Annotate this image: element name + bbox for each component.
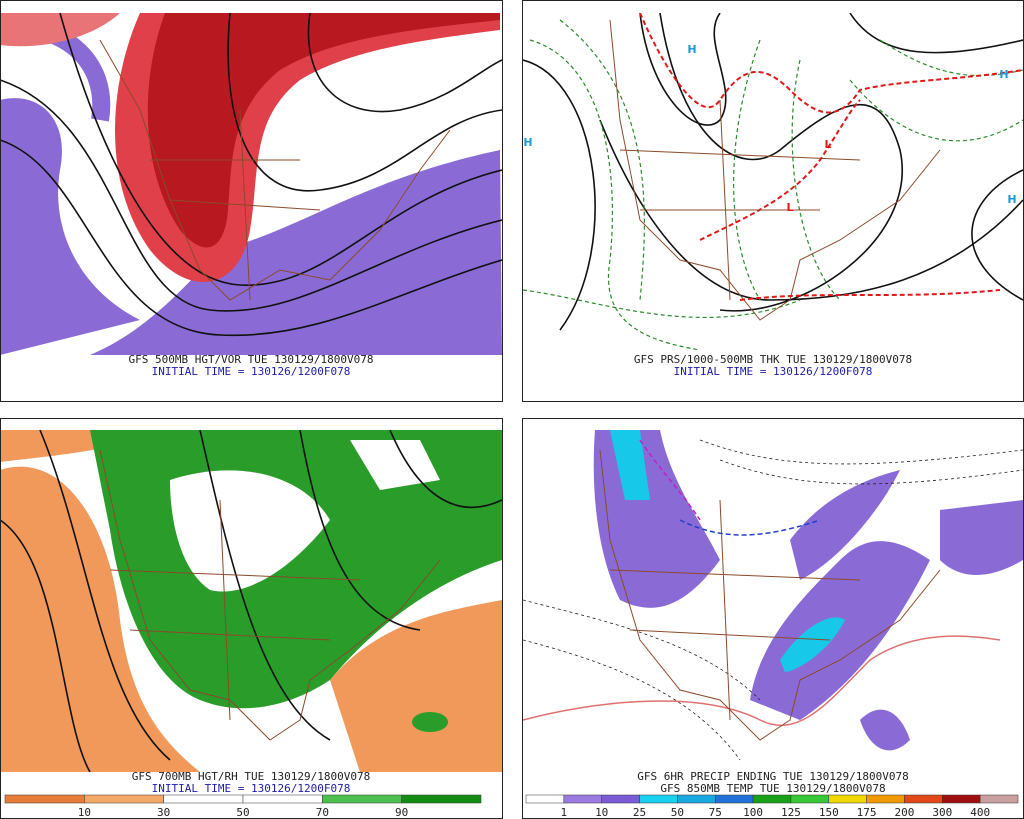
colorbar-segment: [790, 794, 830, 804]
colorbar-label: 150: [819, 806, 839, 819]
colorbar-segment: [714, 794, 754, 804]
panel-subcaption: INITIAL TIME = 130126/1200F078: [674, 365, 873, 378]
colorbar-segment: [601, 794, 640, 804]
colorbar-segment: [979, 794, 1019, 804]
panel-subcaption: INITIAL TIME = 130126/1200F078: [152, 782, 351, 795]
colorbar-label: 25: [633, 806, 646, 819]
map-700mb-rh: [1, 430, 502, 772]
pressure-center: H: [1007, 193, 1016, 206]
panel-caption: GFS PRS/1000-500MB THK TUE 130129/1800V0…: [634, 353, 912, 366]
colorbar-label: 125: [781, 806, 801, 819]
panel-subcaption: INITIAL TIME = 130126/1200F078: [152, 365, 351, 378]
colorbar-segment: [677, 794, 716, 804]
colorbar-segment: [866, 794, 905, 804]
colorbar-label: 90: [395, 806, 408, 819]
colorbar-segment: [163, 794, 244, 804]
colorbar-label: 10: [595, 806, 608, 819]
map-pressure-thickness: [523, 13, 1023, 351]
colorbar-segment: [639, 794, 678, 804]
pressure-center: L: [824, 138, 831, 151]
colorbar-label: 400: [970, 806, 990, 819]
panel-frame: [0, 0, 503, 402]
colorbar-label: 10: [78, 806, 91, 819]
colorbar-segment: [322, 794, 402, 804]
labels: GFS 500MB HGT/VOR TUE 130129/1800V078INI…: [4, 43, 1019, 819]
panel-caption: GFS 700MB HGT/RH TUE 130129/1800V078: [132, 770, 370, 783]
colorbar-label: 175: [857, 806, 877, 819]
colorbar-label: 50: [671, 806, 684, 819]
panel-caption: GFS 6HR PRECIP ENDING TUE 130129/1800V07…: [637, 770, 909, 783]
colorbar-label: 300: [932, 806, 952, 819]
colorbar-segment: [401, 794, 482, 804]
colorbar-segment: [84, 794, 164, 804]
colorbar-label: 50: [236, 806, 249, 819]
pressure-center: H: [523, 136, 532, 149]
colorbar-segment: [525, 794, 565, 804]
colorbar-segment: [4, 794, 85, 804]
map-precip: [523, 430, 1023, 761]
colorbar-label: 200: [895, 806, 915, 819]
pressure-center: L: [786, 201, 793, 214]
colorbar-label: 70: [316, 806, 329, 819]
colorbar-segment: [942, 794, 981, 804]
pressure-center: H: [999, 68, 1008, 81]
colorbar-segment: [828, 794, 867, 804]
colorbar-segment: [904, 794, 943, 804]
colorbar-segment: [563, 794, 602, 804]
colorbar-label: 100: [743, 806, 763, 819]
panel-subcaption: GFS 850MB TEMP TUE 130129/1800V078: [660, 782, 885, 795]
pressure-center: H: [687, 43, 696, 56]
colorbar-label: 30: [157, 806, 170, 819]
colorbar-label: 1: [561, 806, 568, 819]
panel-caption: GFS 500MB HGT/VOR TUE 130129/1800V078: [128, 353, 373, 366]
colorbar-segment: [242, 794, 323, 804]
colorbar-segment: [752, 794, 792, 804]
colorbar-label: 75: [709, 806, 722, 819]
map-500mb: [1, 13, 502, 355]
